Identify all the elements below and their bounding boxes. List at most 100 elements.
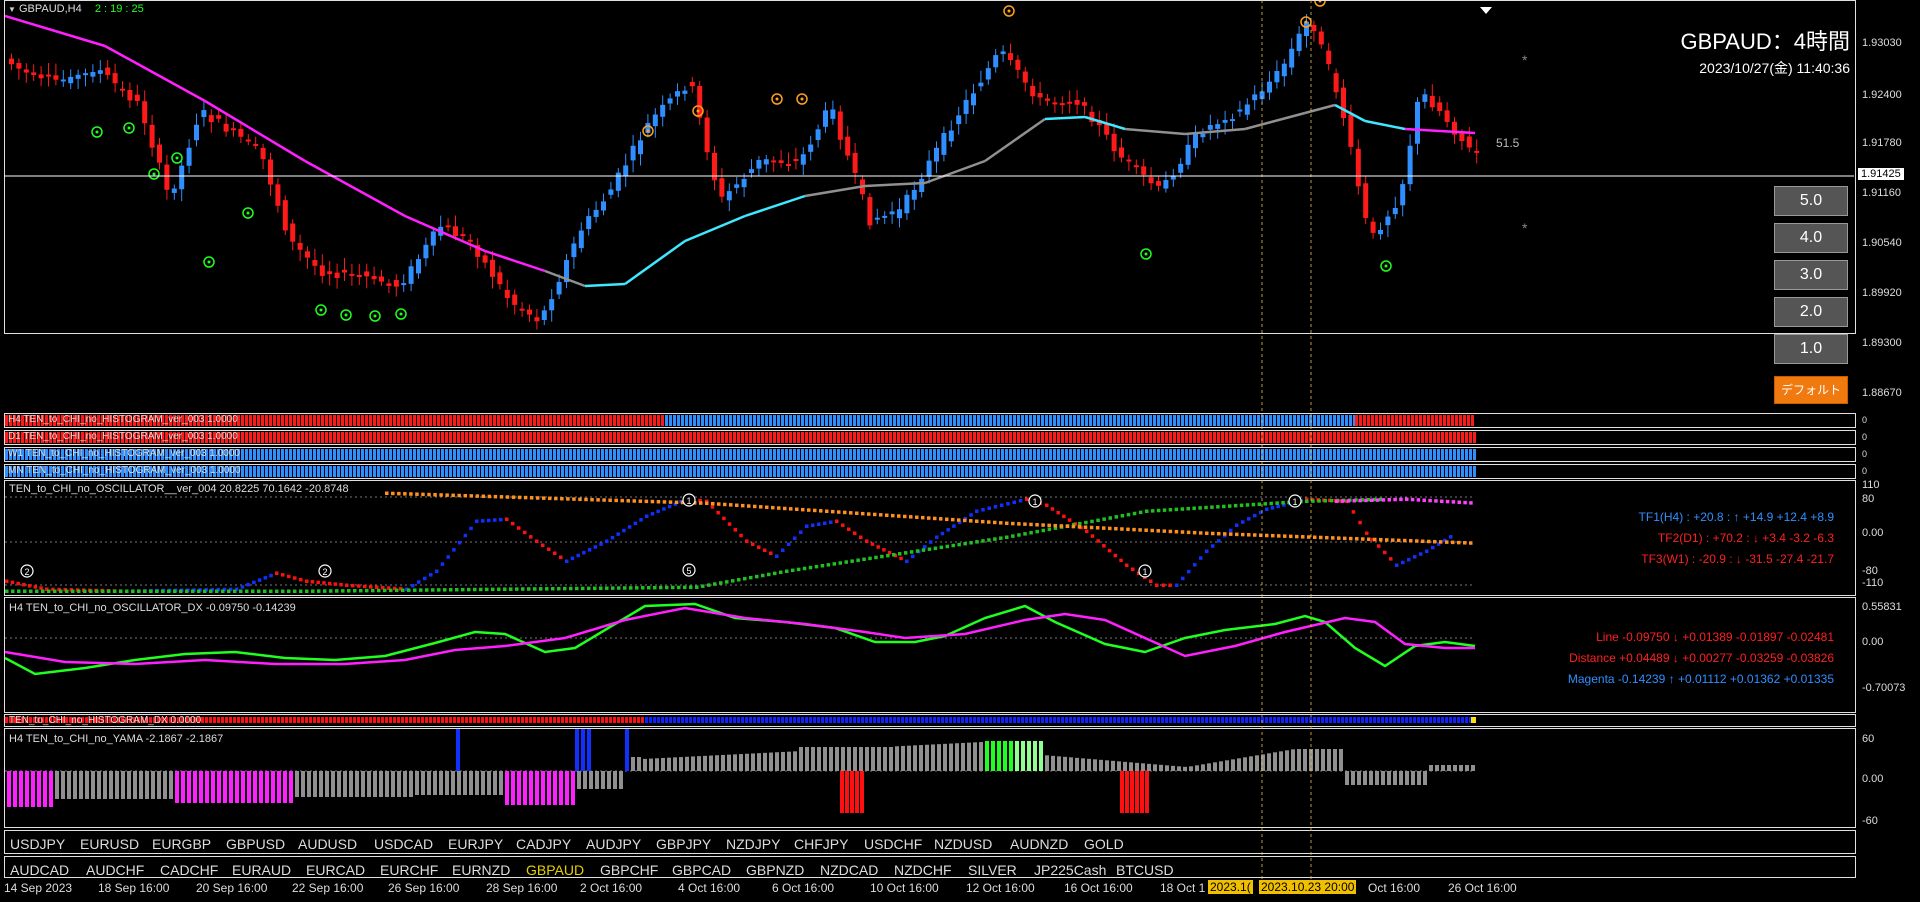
histogram-bar xyxy=(181,466,184,477)
symbol-button-silver[interactable]: SILVER xyxy=(968,862,1017,878)
histogram-bar xyxy=(677,466,680,477)
symbol-button-eurjpy[interactable]: EURJPY xyxy=(448,836,504,852)
histogram-bar xyxy=(1241,449,1244,460)
symbol-button-gbpnzd[interactable]: GBPNZD xyxy=(746,862,805,878)
bar-countdown: 2 : 19 : 25 xyxy=(94,3,144,15)
symbol-button-gold[interactable]: GOLD xyxy=(1084,836,1124,852)
histogram-pane-d1[interactable]: D1 TEN_to_CHI_no_HISTOGRAM_ver_003 1.000… xyxy=(4,430,1856,445)
symbol-button-eurnzd[interactable]: EURNZD xyxy=(452,862,511,878)
histogram-bar xyxy=(817,466,820,477)
symbol-button-usdchf[interactable]: USDCHF xyxy=(864,836,923,852)
scale-button-2[interactable]: 2.0 xyxy=(1774,297,1848,327)
yama-bar xyxy=(619,771,623,789)
symbol-button-nzdjpy[interactable]: NZDJPY xyxy=(726,836,781,852)
tf3-dot xyxy=(457,493,461,498)
candle-body xyxy=(1067,101,1073,104)
tf2-dot xyxy=(311,589,315,593)
histogram-bar xyxy=(789,466,792,477)
symbol-button-jp225cash[interactable]: JP225Cash xyxy=(1034,862,1107,878)
histogram-bar xyxy=(1045,449,1048,460)
histogram-bar xyxy=(965,415,968,426)
histogram-bar xyxy=(181,449,184,460)
symbol-button-cadchf[interactable]: CADCHF xyxy=(160,862,219,878)
symbol-button-audchf[interactable]: AUDCHF xyxy=(86,862,145,878)
symbol-button-gbpjpy[interactable]: GBPJPY xyxy=(656,836,712,852)
chevron-down-icon[interactable]: ▼ xyxy=(8,5,16,14)
histogram-dx-bar xyxy=(957,717,960,723)
scale-button-5[interactable]: 5.0 xyxy=(1774,186,1848,216)
symbol-button-audnzd[interactable]: AUDNZD xyxy=(1010,836,1069,852)
tf1-dot xyxy=(633,521,638,526)
histogram-bar xyxy=(169,432,172,443)
histogram-bar xyxy=(601,466,604,477)
histogram-dx-bar xyxy=(1385,717,1388,723)
yama-bar xyxy=(139,771,143,799)
symbol-button-gbpcad[interactable]: GBPCAD xyxy=(672,862,732,878)
tf2-dot xyxy=(767,572,771,577)
histogram-bar xyxy=(133,432,136,443)
histogram-bar xyxy=(101,415,104,426)
scale-button-4[interactable]: 4.0 xyxy=(1774,223,1848,253)
histogram-bar xyxy=(601,432,604,443)
symbol-button-audcad[interactable]: AUDCAD xyxy=(10,862,70,878)
main-chart-pane[interactable] xyxy=(4,0,1856,334)
yama-bar xyxy=(127,771,131,799)
histogram-bar xyxy=(601,415,604,426)
symbol-button-euraud[interactable]: EURAUD xyxy=(232,862,292,878)
symbol-button-chfjpy[interactable]: CHFJPY xyxy=(794,836,849,852)
symbol-button-audusd[interactable]: AUDUSD xyxy=(298,836,358,852)
histogram-bar xyxy=(17,432,20,443)
yama-bar xyxy=(19,771,23,807)
moving-average-segment xyxy=(1334,103,1366,123)
symbol-button-eurusd[interactable]: EURUSD xyxy=(80,836,140,852)
symbol-button-nzdusd[interactable]: NZDUSD xyxy=(934,836,993,852)
histogram-bar xyxy=(601,449,604,460)
yama-pane[interactable]: H4 TEN_to_CHI_no_YAMA -2.1867 -2.1867 xyxy=(4,728,1856,828)
symbol-button-usdcad[interactable]: USDCAD xyxy=(374,836,434,852)
symbol-button-eurcad[interactable]: EURCAD xyxy=(306,862,366,878)
histogram-bar xyxy=(529,415,532,426)
scale-button-3[interactable]: 3.0 xyxy=(1774,260,1848,290)
histogram-bar xyxy=(857,466,860,477)
symbol-button-eurgbp[interactable]: EURGBP xyxy=(152,836,212,852)
histogram-label: MN TEN_to_CHI_no_HISTOGRAM_ver_003 1.000… xyxy=(8,465,241,476)
histogram-bar xyxy=(717,432,720,443)
candlestick-chart[interactable] xyxy=(5,1,1855,333)
yama-bar xyxy=(265,771,269,803)
symbol-button-audjpy[interactable]: AUDJPY xyxy=(586,836,642,852)
histogram-bar xyxy=(325,432,328,443)
scale-button-1[interactable]: 1.0 xyxy=(1774,334,1848,364)
histogram-bar xyxy=(857,432,860,443)
histogram-pane-w1[interactable]: W1 TEN_to_CHI_no_HISTOGRAM_ver_003 1.000… xyxy=(4,447,1856,462)
tf1-dot xyxy=(745,539,749,543)
histogram-bar xyxy=(757,432,760,443)
oscillator-dx-chart[interactable] xyxy=(5,598,1855,712)
tf2-dot xyxy=(725,580,729,584)
symbol-button-nzdcad[interactable]: NZDCAD xyxy=(820,862,879,878)
yama-chart[interactable] xyxy=(5,729,1855,827)
symbol-button-usdjpy[interactable]: USDJPY xyxy=(10,836,66,852)
tf1-dot xyxy=(722,516,726,521)
shift-marker-icon[interactable] xyxy=(1480,2,1492,14)
histogram-dx-bar xyxy=(281,717,284,723)
default-button[interactable]: デフォルト xyxy=(1774,376,1848,404)
histogram-pane-mn[interactable]: MN TEN_to_CHI_no_HISTOGRAM_ver_003 1.000… xyxy=(4,464,1856,479)
tf1-dot xyxy=(39,586,43,590)
histogram-bar xyxy=(753,466,756,477)
histogram-bar xyxy=(329,415,332,426)
symbol-button-gbpchf[interactable]: GBPCHF xyxy=(600,862,659,878)
symbol-button-gbpaud[interactable]: GBPAUD xyxy=(526,862,585,878)
histogram-bar xyxy=(25,466,28,477)
tf3-dot xyxy=(499,495,504,499)
symbol-button-nzdchf[interactable]: NZDCHF xyxy=(894,862,952,878)
histogram-bar xyxy=(893,449,896,460)
symbol-button-cadjpy[interactable]: CADJPY xyxy=(516,836,572,852)
oscillator-chart[interactable]: 2 2 51 111 xyxy=(5,481,1855,595)
histogram-pane-h4[interactable]: H4 TEN_to_CHI_no_HISTOGRAM_ver_003 1.000… xyxy=(4,413,1856,428)
oscillator-dx-pane[interactable]: H4 TEN_to_CHI_no_OSCILLATOR_DX -0.09750 … xyxy=(4,597,1856,713)
symbol-button-eurchf[interactable]: EURCHF xyxy=(380,862,439,878)
histogram-dx-pane[interactable]: TEN_to_CHI_no_HISTOGRAM_DX 0.0000 xyxy=(4,714,1856,727)
symbol-button-btcusd[interactable]: BTCUSD xyxy=(1116,862,1174,878)
symbol-button-gbpusd[interactable]: GBPUSD xyxy=(226,836,286,852)
